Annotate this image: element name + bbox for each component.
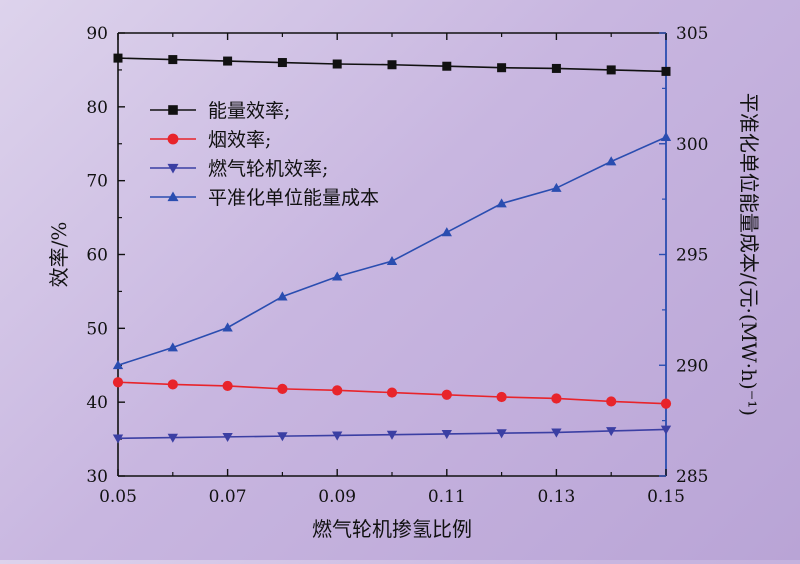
data-point <box>167 342 178 352</box>
data-point <box>551 428 562 438</box>
legend-marker <box>167 191 179 202</box>
legend-label: 能量效率; <box>208 100 290 122</box>
data-point <box>168 55 178 65</box>
data-point <box>112 434 124 444</box>
legend-item: 燃气轮机效率; <box>150 158 328 180</box>
series-3 <box>112 425 672 444</box>
data-point <box>222 432 233 443</box>
data-point <box>386 387 398 398</box>
y-left-tick-label: 60 <box>86 246 108 266</box>
x-tick-label: 0.13 <box>537 487 575 507</box>
legend-marker <box>167 163 179 174</box>
data-point <box>112 360 124 370</box>
legend-label: 烟效率; <box>208 129 271 151</box>
data-point <box>167 433 178 443</box>
data-point <box>441 227 452 237</box>
data-point <box>112 377 124 388</box>
data-point <box>660 398 672 409</box>
x-axis-title: 燃气轮机掺氢比例 <box>312 517 472 541</box>
legend-label: 燃气轮机效率; <box>208 158 328 180</box>
x-tick-label: 0.07 <box>209 487 247 507</box>
data-point <box>551 63 561 73</box>
y-right-tick-label: 305 <box>676 24 708 44</box>
data-point <box>277 432 288 442</box>
data-point <box>442 61 452 71</box>
legend-item: 平准化单位能量成本 <box>150 187 379 209</box>
data-point <box>441 389 452 400</box>
data-point <box>387 60 397 70</box>
y-right-tick-label: 285 <box>676 467 708 487</box>
data-point <box>277 58 287 68</box>
data-point <box>496 429 507 439</box>
data-point <box>551 182 562 192</box>
series-2 <box>112 377 672 409</box>
data-point <box>222 322 233 332</box>
y-right-tick-label: 300 <box>676 135 708 155</box>
data-point <box>660 131 672 141</box>
series-1 <box>113 53 671 76</box>
y-left-tick-label: 30 <box>86 467 108 487</box>
legend-item: 烟效率; <box>150 129 271 151</box>
x-tick-label: 0.09 <box>318 487 356 507</box>
data-point <box>496 391 507 403</box>
y-right-tick-label: 290 <box>676 356 708 376</box>
data-point <box>332 59 342 69</box>
series-line <box>117 136 667 367</box>
data-point <box>606 156 617 166</box>
y-left-tick-label: 40 <box>86 393 108 413</box>
y-left-axis-title: 效率/% <box>47 222 71 288</box>
data-point <box>551 393 562 404</box>
legend-marker <box>167 133 179 145</box>
data-point <box>113 53 123 63</box>
data-point <box>606 427 617 437</box>
data-point <box>332 385 343 396</box>
series-4 <box>112 131 672 370</box>
data-point <box>167 379 178 390</box>
data-point <box>496 198 507 208</box>
y-left-tick-label: 50 <box>86 319 108 339</box>
data-point <box>661 66 671 76</box>
y-right-axis-title: 平准化单位能量成本/(元·(MW·h)⁻¹) <box>737 93 761 416</box>
data-point <box>386 255 398 266</box>
data-point <box>332 431 343 441</box>
data-point <box>386 430 398 440</box>
x-tick-label: 0.05 <box>99 487 137 507</box>
legend-label: 平准化单位能量成本 <box>208 187 379 209</box>
data-point <box>277 383 288 394</box>
data-point <box>441 430 452 440</box>
x-tick-label: 0.15 <box>647 487 685 507</box>
x-tick-label: 0.11 <box>428 487 466 507</box>
legend-item: 能量效率; <box>150 100 290 122</box>
y-left-tick-label: 70 <box>86 172 108 192</box>
y-right-tick-label: 295 <box>676 246 708 266</box>
legend-marker <box>168 105 178 115</box>
data-point <box>497 63 507 73</box>
data-point <box>606 65 616 75</box>
data-point <box>332 271 343 281</box>
y-left-tick-label: 90 <box>86 24 108 44</box>
data-point <box>277 291 288 301</box>
y-left-tick-label: 80 <box>86 98 108 118</box>
data-point <box>223 56 233 66</box>
data-point <box>660 425 672 435</box>
data-point <box>222 380 233 392</box>
data-point <box>606 396 617 407</box>
